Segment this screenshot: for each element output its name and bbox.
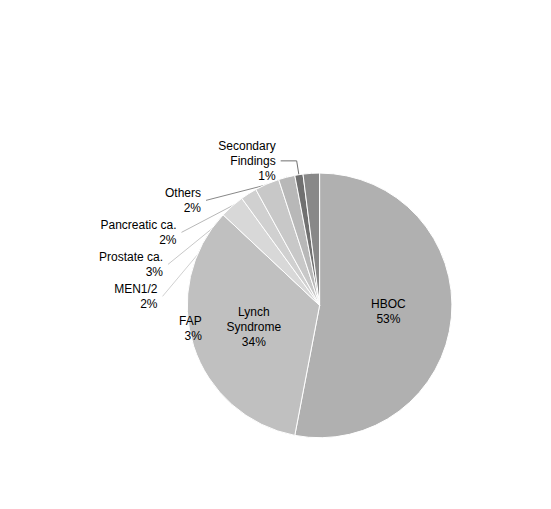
svg-text:3%: 3% xyxy=(146,265,164,279)
svg-text:34%: 34% xyxy=(242,335,266,349)
svg-text:2%: 2% xyxy=(140,297,158,311)
svg-text:Pancreatic ca.: Pancreatic ca. xyxy=(100,218,176,232)
svg-text:FAP: FAP xyxy=(179,314,202,328)
svg-text:1%: 1% xyxy=(258,169,276,183)
svg-text:3%: 3% xyxy=(184,329,202,343)
svg-text:MEN1/2: MEN1/2 xyxy=(114,282,158,296)
svg-text:Syndrome: Syndrome xyxy=(226,320,281,334)
svg-text:Others: Others xyxy=(165,186,201,200)
svg-text:2%: 2% xyxy=(159,233,177,247)
svg-text:Lynch: Lynch xyxy=(238,305,270,319)
svg-text:2%: 2% xyxy=(184,201,202,215)
svg-text:Prostate ca.: Prostate ca. xyxy=(99,250,163,264)
svg-text:Secondary: Secondary xyxy=(218,139,275,153)
svg-text:Findings: Findings xyxy=(230,154,275,168)
svg-text:53%: 53% xyxy=(376,312,400,326)
svg-text:HBOC: HBOC xyxy=(371,297,406,311)
